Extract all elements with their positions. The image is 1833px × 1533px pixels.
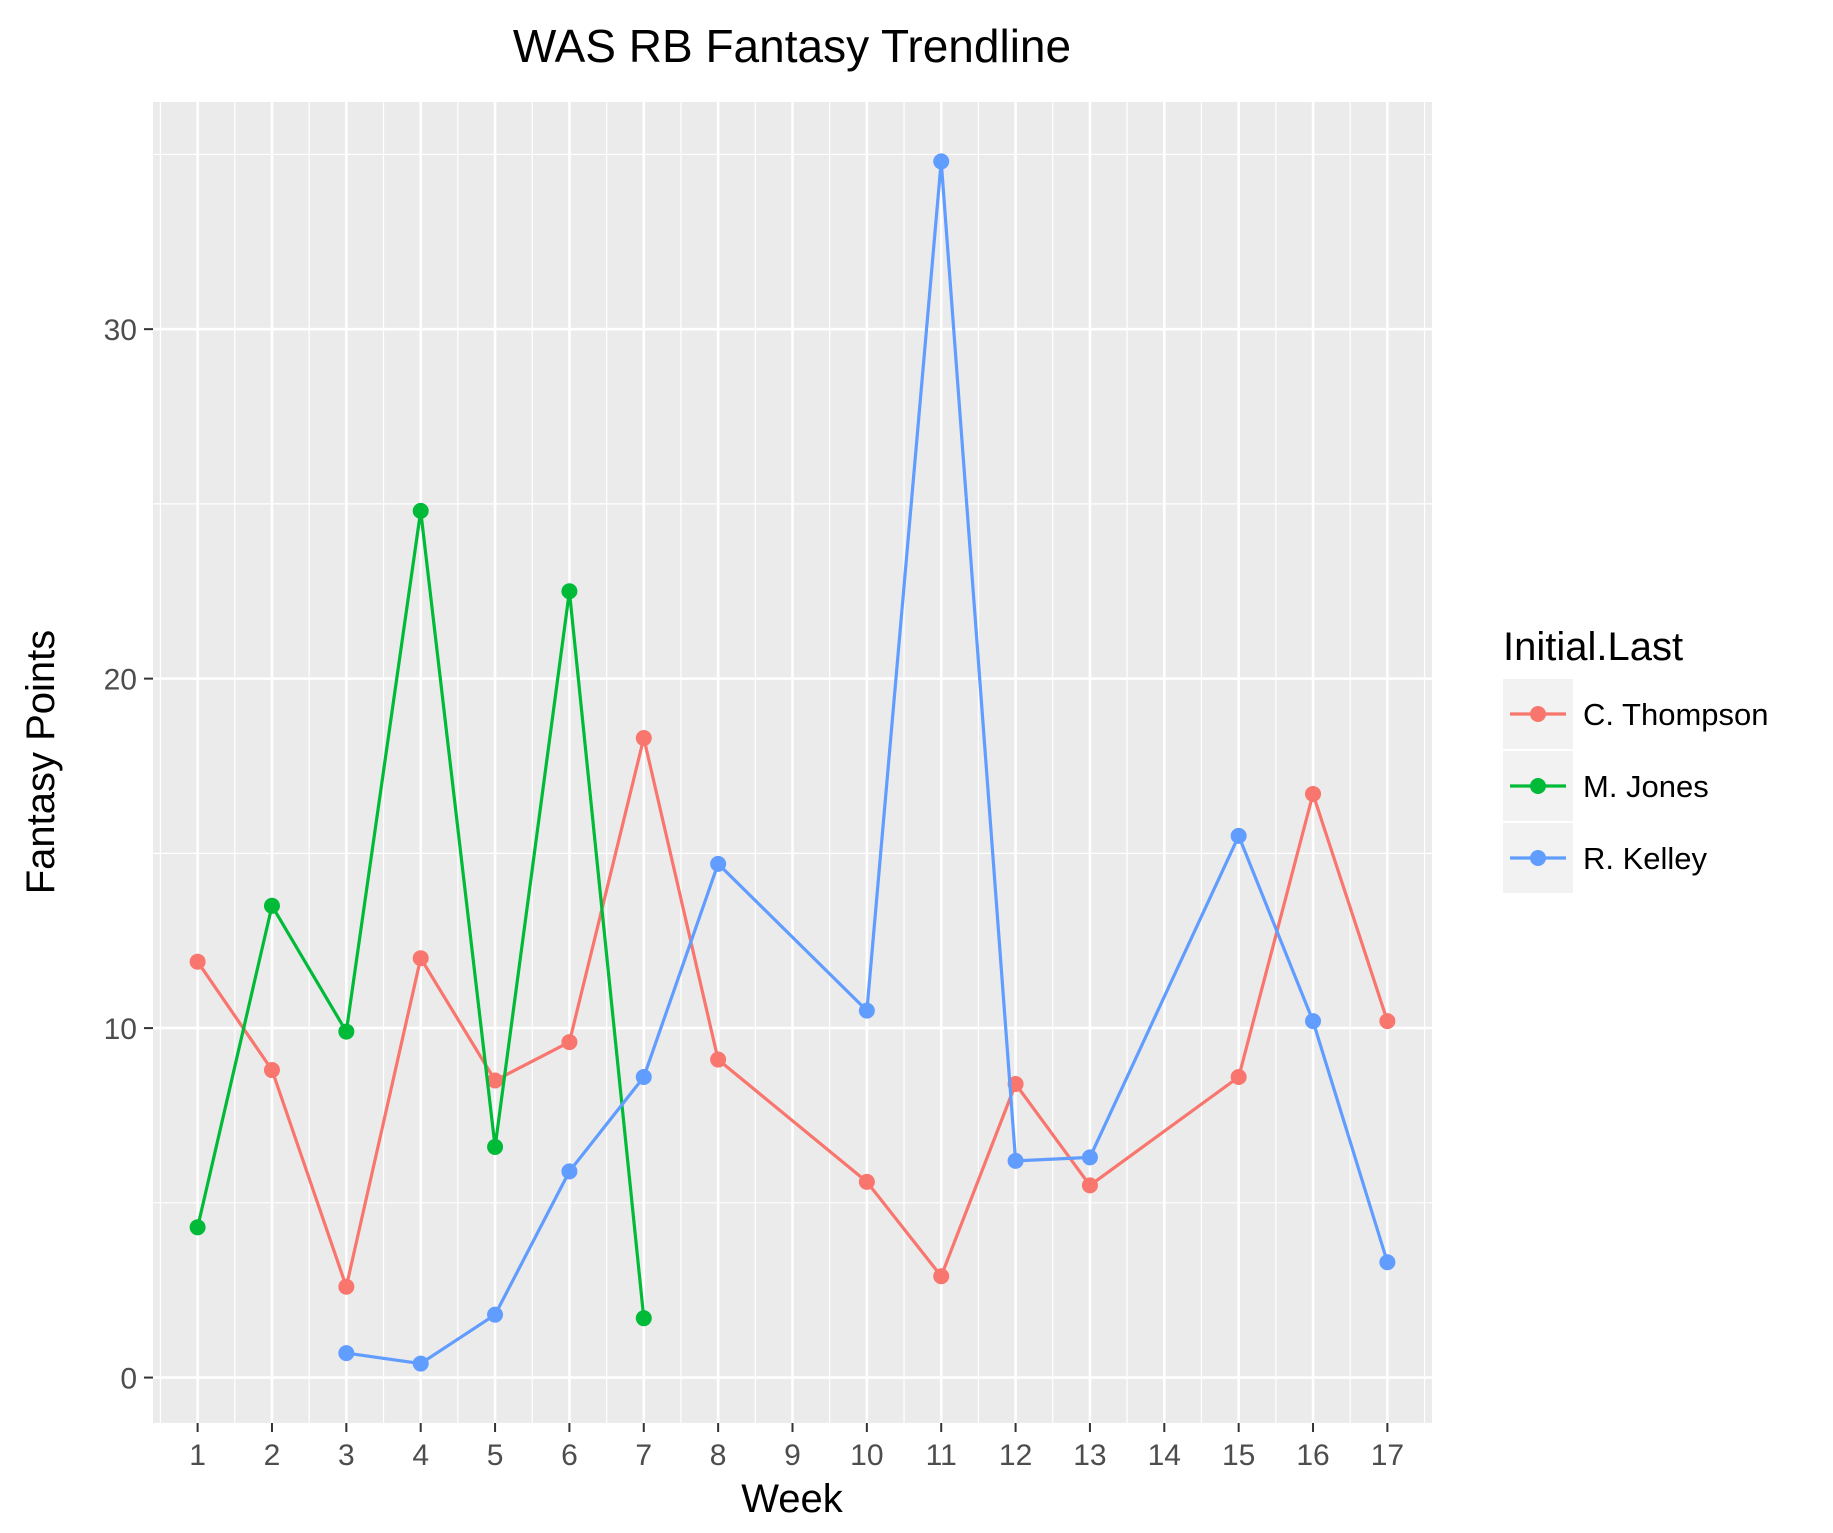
data-point <box>933 1268 950 1285</box>
data-point <box>263 897 280 914</box>
legend-label: C. Thompson <box>1583 697 1769 732</box>
data-point <box>338 1345 355 1362</box>
x-tick-label: 14 <box>1148 1439 1181 1472</box>
data-point <box>487 1138 504 1155</box>
y-tick-label: 30 <box>104 314 137 347</box>
data-point <box>487 1306 504 1323</box>
data-point <box>189 953 206 970</box>
data-point <box>412 950 429 967</box>
x-axis-title: Week <box>741 1477 844 1521</box>
x-tick-label: 4 <box>412 1439 429 1472</box>
x-tick-label: 16 <box>1296 1439 1329 1472</box>
legend-point <box>1530 850 1546 866</box>
x-tick-label: 8 <box>710 1439 727 1472</box>
data-point <box>710 855 727 872</box>
data-point <box>412 502 429 519</box>
data-point <box>1305 785 1322 802</box>
legend-point <box>1530 706 1546 722</box>
data-point <box>635 1310 652 1327</box>
x-tick-label: 13 <box>1073 1439 1106 1472</box>
data-point <box>561 1163 578 1180</box>
x-tick-label: 2 <box>264 1439 281 1472</box>
chart-title: WAS RB Fantasy Trendline <box>513 20 1071 72</box>
data-point <box>1230 827 1247 844</box>
x-tick-label: 12 <box>999 1439 1032 1472</box>
x-tick-label: 15 <box>1222 1439 1255 1472</box>
y-tick-label: 10 <box>104 1013 137 1046</box>
data-point <box>1081 1149 1098 1166</box>
data-point <box>412 1355 429 1372</box>
legend-label: M. Jones <box>1583 769 1709 804</box>
legend: Initial.Last C. Thompson M. Jones R. Kelle… <box>1503 625 1769 893</box>
data-point <box>1305 1013 1322 1030</box>
data-point <box>1081 1177 1098 1194</box>
y-axis-title: Fantasy Points <box>19 630 63 895</box>
data-point <box>338 1023 355 1040</box>
series-layer <box>189 153 1396 1372</box>
data-point <box>1007 1152 1024 1169</box>
x-tick-label: 3 <box>338 1439 355 1472</box>
data-point <box>635 1069 652 1086</box>
data-point <box>858 1173 875 1190</box>
y-tick-label: 20 <box>104 664 137 697</box>
data-point <box>338 1278 355 1295</box>
data-point <box>635 730 652 747</box>
grid <box>153 102 1432 1423</box>
data-point <box>561 583 578 600</box>
x-tick-label: 10 <box>850 1439 883 1472</box>
x-tick-label: 11 <box>926 1439 957 1472</box>
data-point <box>1230 1069 1247 1086</box>
x-tick-label: 17 <box>1371 1439 1404 1472</box>
data-point <box>710 1051 727 1068</box>
x-tick-label: 9 <box>784 1439 801 1472</box>
legend-point <box>1530 778 1546 794</box>
data-point <box>263 1062 280 1079</box>
data-point <box>1379 1254 1396 1271</box>
data-point <box>561 1034 578 1051</box>
x-tick-label: 7 <box>635 1439 652 1472</box>
x-tick-label: 1 <box>189 1439 206 1472</box>
data-point <box>858 1002 875 1019</box>
data-point <box>487 1072 504 1089</box>
data-point <box>189 1219 206 1236</box>
x-tick-label: 5 <box>487 1439 504 1472</box>
legend-title: Initial.Last <box>1503 625 1683 669</box>
data-point <box>1379 1013 1396 1030</box>
x-tick-label: 6 <box>561 1439 578 1472</box>
y-tick-label: 0 <box>120 1363 137 1396</box>
data-point <box>933 153 950 170</box>
legend-label: R. Kelley <box>1583 841 1708 876</box>
